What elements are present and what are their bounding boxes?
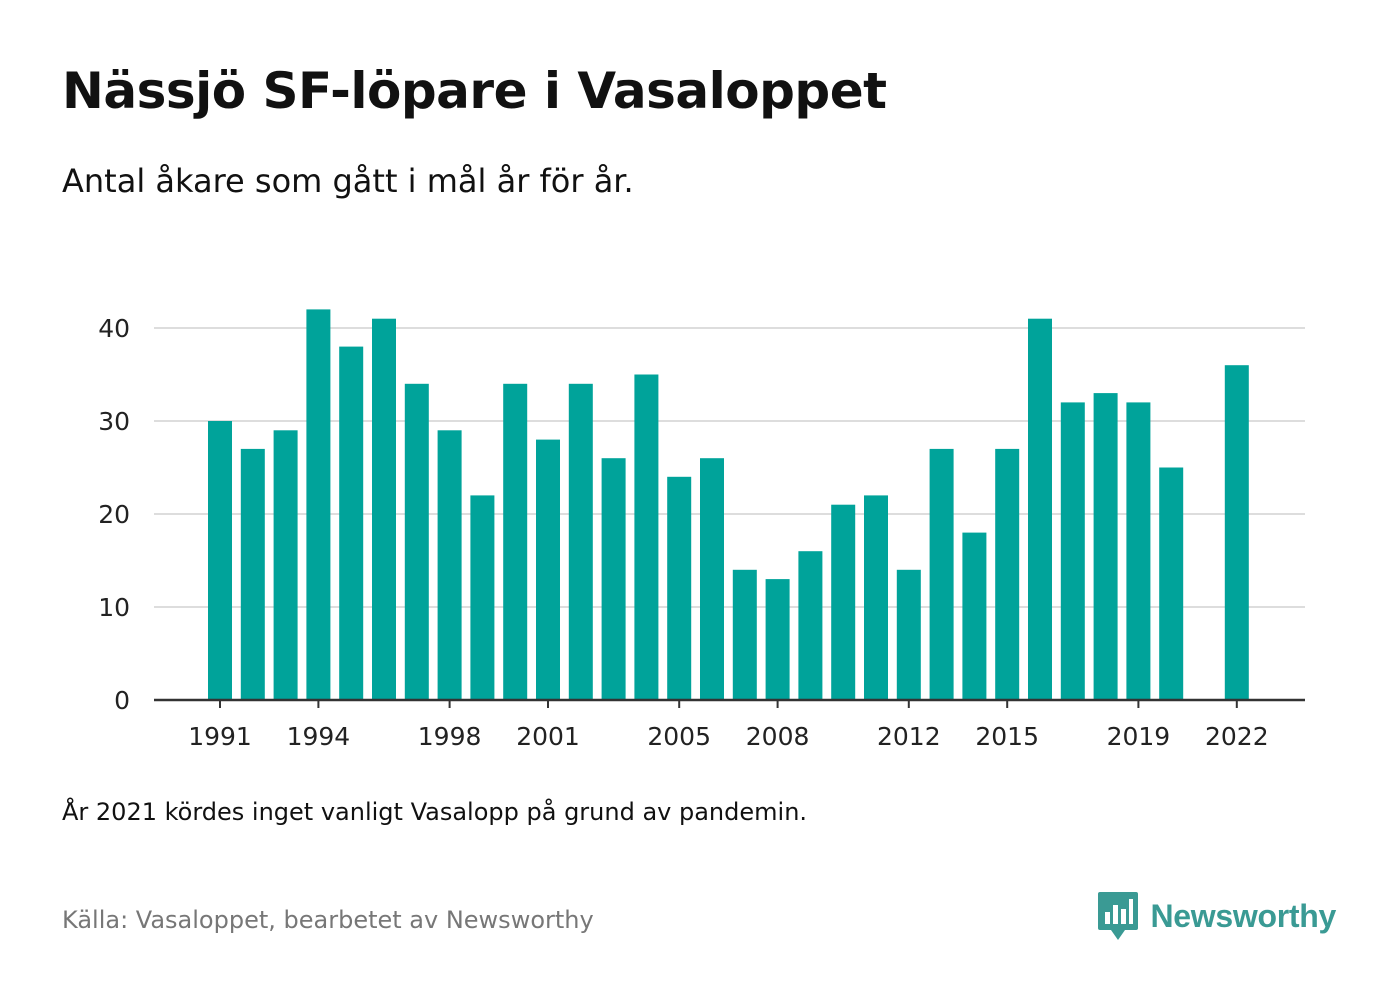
bars	[208, 309, 1249, 700]
y-tick-label: 20	[98, 500, 130, 529]
bar-chart: 0 10 20 30 40 1991 1994 1998 2001 2005 2008 2012 20…	[98, 309, 1305, 751]
chart-subtitle: Antal åkare som gått i mål år för år.	[62, 162, 634, 200]
x-tick-label: 2005	[647, 722, 711, 751]
bar-1997	[404, 383, 429, 700]
chart-title: Nässjö SF-löpare i Vasaloppet	[62, 62, 887, 120]
bar-2001	[536, 439, 560, 700]
bar-1991	[208, 421, 232, 700]
x-tick-label: 2008	[746, 722, 810, 751]
y-tick-label: 10	[98, 593, 130, 622]
bar-1995	[339, 346, 364, 700]
newsworthy-logo-icon	[1097, 892, 1138, 940]
bar-2010	[831, 504, 856, 700]
x-tick-label: 2019	[1107, 722, 1171, 751]
bar-2020	[1159, 467, 1184, 700]
y-axis-ticks: 0 10 20 30 40	[98, 314, 130, 715]
x-tick-label: 2022	[1205, 722, 1269, 751]
bar-2015	[995, 448, 1020, 700]
brand-name: Newsworthy	[1150, 897, 1337, 934]
bar-2014	[962, 532, 987, 700]
bar-2008	[765, 579, 790, 700]
bar-1998	[437, 430, 462, 700]
bar-2022	[1224, 365, 1249, 700]
bar-2011	[864, 495, 888, 700]
y-tick-label: 40	[98, 314, 130, 343]
x-tick-label: 1991	[188, 722, 252, 751]
bar-2002	[568, 383, 593, 700]
x-axis-ticks: 1991 1994 1998 2001 2005 2008 2012 2015 2019 2022	[188, 700, 1269, 751]
x-tick-label: 2015	[975, 722, 1039, 751]
bar-2007	[732, 569, 757, 700]
x-tick-label: 2012	[877, 722, 941, 751]
bar-2019	[1126, 402, 1151, 700]
x-tick-label: 1994	[287, 722, 351, 751]
bar-2012	[896, 569, 921, 700]
x-tick-label: 1998	[418, 722, 482, 751]
bar-2006	[700, 458, 724, 700]
bar-2009	[798, 551, 823, 700]
bar-2017	[1060, 402, 1085, 700]
bar-2003	[601, 458, 626, 700]
bar-2018	[1093, 393, 1118, 700]
bar-2004	[634, 374, 659, 700]
bar-2016	[1028, 318, 1052, 700]
source-credit: Källa: Vasaloppet, bearbetet av Newswort…	[62, 906, 594, 934]
x-tick-label: 2001	[516, 722, 580, 751]
bar-1996	[372, 318, 396, 700]
bar-1994	[306, 309, 331, 700]
y-tick-label: 0	[114, 686, 130, 715]
bar-2013	[929, 448, 954, 700]
bar-1992	[240, 448, 265, 700]
footnote: År 2021 kördes inget vanligt Vasalopp på…	[62, 798, 808, 826]
bar-2000	[503, 383, 528, 700]
bar-2005	[667, 476, 692, 700]
bar-1999	[470, 495, 495, 700]
bar-1993	[273, 430, 298, 700]
y-tick-label: 30	[98, 407, 130, 436]
brand-logo: Newsworthy	[1097, 890, 1337, 942]
